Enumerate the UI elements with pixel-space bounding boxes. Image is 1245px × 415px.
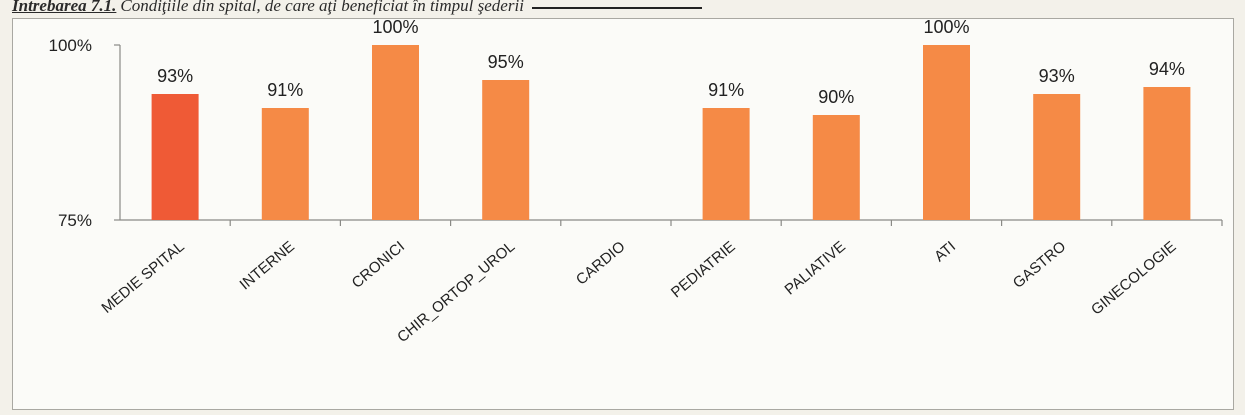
caption-question-number: Intrebarea 7.1. (12, 0, 117, 15)
chart-value-labels: 93% 91% 100% 95% 91% 90% 100% 93% 94% (157, 17, 1185, 107)
category-label: GASTRO (1010, 238, 1069, 292)
bar-interne (261, 108, 309, 220)
bar-ginecologie (1143, 87, 1191, 220)
category-label: GINECOLOGIE (1088, 238, 1179, 319)
value-label: 100% (923, 17, 969, 37)
category-label: CRONICI (349, 238, 408, 292)
caption-underline-blank (531, 7, 702, 9)
value-label: 95% (488, 52, 524, 72)
category-label: ATI (931, 238, 959, 265)
category-label: MEDIE SPITAL (98, 238, 187, 317)
category-label: CHIR_ORTOP_UROL (394, 238, 518, 346)
category-label: CARDIO (573, 238, 629, 289)
bar-cronici (372, 45, 419, 220)
bar-medie-spital (151, 94, 199, 220)
value-label: 91% (267, 80, 303, 100)
bar-paliative (812, 115, 860, 220)
category-label: INTERNE (237, 238, 298, 293)
value-label: 100% (372, 17, 418, 37)
chart-bars (151, 45, 1191, 220)
value-label: 94% (1149, 59, 1185, 79)
value-label: 93% (1039, 66, 1075, 86)
category-label: PEDIATRIE (668, 238, 739, 301)
bar-ati (923, 45, 970, 220)
bar-gastro (1033, 94, 1081, 220)
bar-pediatrie (702, 108, 750, 220)
chart-frame (12, 18, 1234, 410)
y-tick-label: 75% (58, 211, 92, 230)
bar-chir-ortop-urol (482, 80, 530, 220)
value-label: 91% (708, 80, 744, 100)
value-label: 93% (157, 66, 193, 86)
chart-caption: Intrebarea 7.1. Condiţiile din spital, de… (12, 0, 702, 16)
category-label: PALIATIVE (782, 238, 849, 298)
chart-category-labels: MEDIE SPITAL INTERNE CRONICICHIR_ORTOP_URO… (98, 238, 1179, 346)
value-label: 90% (818, 87, 854, 107)
y-tick-label: 100% (49, 36, 92, 55)
caption-question-text: Condiţiile din spital, de care aţi benef… (120, 0, 524, 15)
